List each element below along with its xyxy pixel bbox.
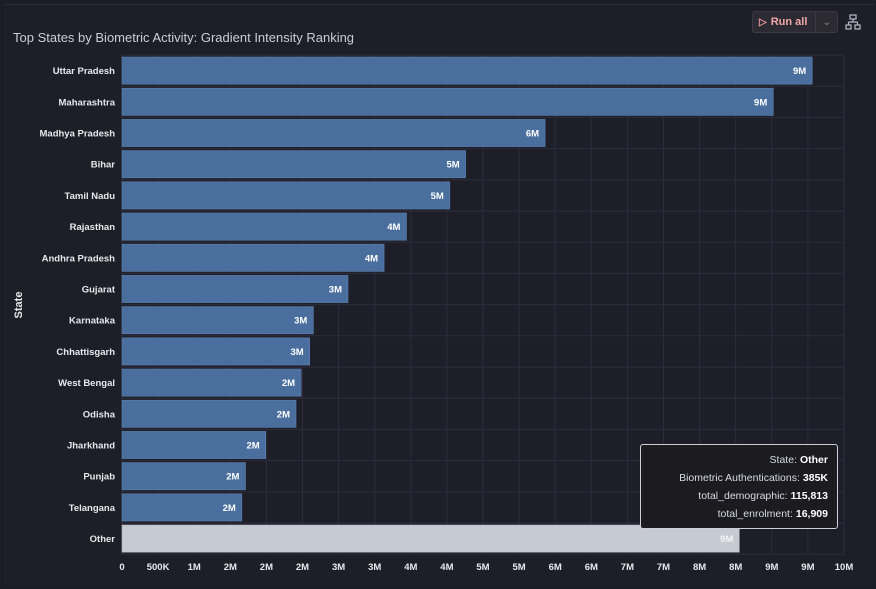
bar[interactable] (121, 399, 297, 428)
data-label: 9M (720, 534, 733, 545)
run-all-button[interactable]: ▷ Run all (752, 11, 817, 33)
chevron-down-icon: ⌄ (822, 16, 832, 28)
bar[interactable] (121, 212, 407, 241)
data-label: 2M (246, 441, 259, 452)
category-label: Uttar Pradesh (53, 66, 115, 77)
bar[interactable] (121, 368, 302, 397)
x-tick-label: 3M (332, 562, 345, 573)
bar[interactable] (121, 275, 349, 303)
x-tick-label: 10M (835, 562, 854, 573)
x-tick-label: 0 (119, 562, 124, 573)
tooltip-row: total_demographic: 115,813 (647, 487, 828, 505)
category-label: Punjab (83, 472, 115, 483)
bar[interactable] (121, 337, 311, 366)
x-tick-label: 6M (549, 562, 562, 573)
data-label: 4M (365, 253, 378, 264)
category-label: Bihar (91, 160, 116, 171)
tooltip-value: 16,909 (795, 508, 828, 520)
data-label: 9M (793, 66, 806, 77)
x-tick-label: 4M (440, 562, 453, 573)
x-tick-label: 500K (147, 562, 170, 573)
category-label: Telangana (69, 503, 116, 514)
category-labels: Uttar Pradesh Maharashtra Madhya Pradesh Bi… (40, 66, 116, 545)
toolbar: ▷ Run all ⌄ (752, 11, 861, 33)
category-label: Odisha (83, 409, 116, 420)
data-label: 2M (223, 503, 236, 514)
x-tick-label: 5M (476, 562, 489, 573)
tooltip-value: Other (799, 454, 828, 466)
data-label: 6M (526, 129, 539, 140)
category-label: Madhya Pradesh (40, 129, 116, 140)
x-tick-label: 7M (621, 562, 634, 573)
data-label: 9M (754, 97, 767, 108)
x-tick-label: 2M (296, 562, 309, 573)
data-label: 5M (446, 160, 459, 171)
category-label: West Bengal (58, 378, 115, 389)
data-label: 3M (329, 285, 342, 296)
x-axis-ticks: 0 500K 1M 2M 2M 2M 3M 3M 4M 4M 5M 5M 6M 6M 7M 7M 8M 8M 9M 9… (119, 562, 853, 573)
category-label: Rajasthan (70, 222, 116, 233)
bar[interactable] (121, 462, 246, 491)
run-options-dropdown[interactable]: ⌄ (816, 11, 839, 33)
x-tick-label: 2M (224, 562, 237, 573)
category-label: Other (90, 534, 116, 545)
bar[interactable] (121, 493, 243, 522)
play-icon: ▷ (759, 16, 767, 28)
category-label: Maharashtra (59, 97, 116, 108)
bar[interactable] (121, 56, 813, 85)
tooltip-key: Biometric Authentications: (679, 472, 800, 484)
bar[interactable] (121, 524, 740, 553)
data-label: 4M (387, 222, 400, 233)
bar[interactable] (121, 181, 451, 210)
bar[interactable] (121, 119, 546, 147)
category-label: Karnataka (69, 316, 116, 327)
run-all-label: Run all (770, 16, 808, 28)
category-label: Gujarat (82, 285, 116, 296)
data-label: 2M (226, 472, 239, 483)
hierarchy-icon[interactable] (845, 14, 861, 30)
chart-title: Top States by Biometric Activity: Gradie… (13, 30, 355, 45)
y-axis-label: State (13, 292, 25, 319)
tooltip-key: total_enrolment: (717, 508, 793, 520)
data-label: 2M (277, 409, 290, 420)
bar[interactable] (121, 150, 466, 179)
x-tick-label: 8M (729, 562, 742, 573)
bar[interactable] (121, 87, 774, 116)
data-label: 2M (282, 378, 295, 389)
bars: 9M 9M 6M 5M 5M 4M 4M 3M 3M 3M 2M 2M 2M 2M 2M 9M (121, 56, 813, 553)
tooltip-row: State: Other (647, 451, 828, 469)
x-tick-label: 6M (585, 562, 598, 573)
x-tick-label: 1M (188, 562, 201, 573)
x-tick-label: 2M (260, 562, 273, 573)
category-label: Jharkhand (67, 441, 115, 452)
tooltip-key: State: (769, 454, 797, 466)
bar[interactable] (121, 431, 266, 459)
x-tick-label: 8M (693, 562, 706, 573)
tooltip-value: 385K (802, 472, 828, 484)
x-tick-label: 9M (765, 562, 778, 573)
x-tick-label: 7M (657, 562, 670, 573)
data-label: 5M (431, 191, 444, 202)
tooltip-key: total_demographic: (698, 490, 788, 502)
category-label: Tamil Nadu (65, 191, 116, 202)
category-label: Chhattisgarh (56, 347, 115, 358)
x-tick-label: 3M (368, 562, 381, 573)
hover-tooltip: State: Other Biometric Authentications: 38… (640, 444, 838, 529)
category-label: Andhra Pradesh (42, 253, 116, 264)
tooltip-row: Biometric Authentications: 385K (647, 469, 828, 487)
x-tick-label: 9M (801, 562, 814, 573)
data-label: 3M (291, 347, 304, 358)
bar[interactable] (121, 306, 314, 335)
bar[interactable] (121, 243, 385, 272)
x-tick-label: 5M (512, 562, 525, 573)
tooltip-value: 115,813 (790, 490, 828, 502)
data-label: 3M (294, 316, 307, 327)
tooltip-row: total_enrolment: 16,909 (647, 505, 828, 523)
x-tick-label: 4M (404, 562, 417, 573)
